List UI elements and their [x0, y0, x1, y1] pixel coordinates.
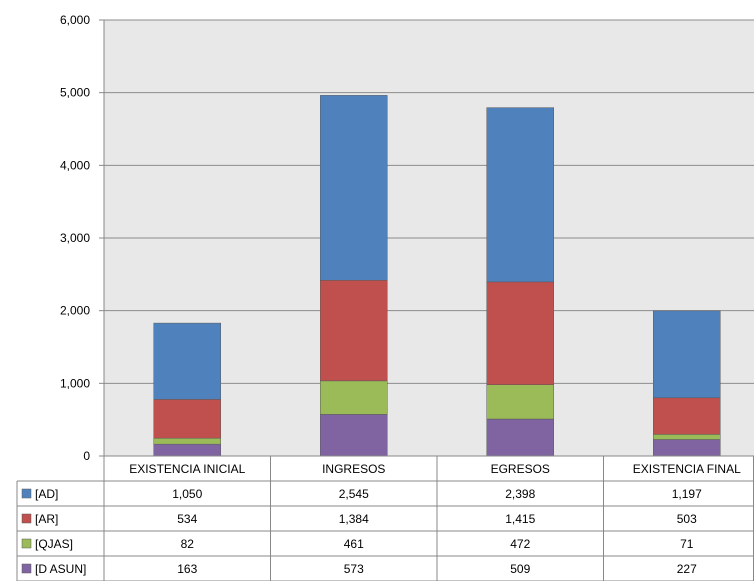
- y-tick-label: 1,000: [60, 376, 90, 390]
- data-label: 509: [510, 562, 530, 576]
- bar-segment: [653, 310, 721, 399]
- bar-segment: [320, 95, 388, 281]
- bar-segment: [153, 399, 221, 439]
- legend-key: [21, 513, 32, 524]
- bar-segment: [486, 418, 554, 457]
- data-label: 82: [181, 537, 195, 551]
- data-label: 472: [510, 537, 530, 551]
- data-label: 503: [677, 512, 697, 526]
- x-tick-label: INGRESOS: [322, 462, 385, 476]
- x-tick-label: EXISTENCIA FINAL: [633, 462, 741, 476]
- legend-label: [AD]: [35, 487, 58, 501]
- y-tick-label: 2,000: [60, 304, 90, 318]
- bar-segment: [486, 384, 554, 420]
- data-label: 534: [177, 512, 197, 526]
- y-tick-label: 0: [83, 449, 90, 463]
- y-axis: 0 1,000 2,000 3,000 4,000 5,000 6,000: [60, 13, 105, 463]
- data-table: EXISTENCIA INICIAL INGRESOS EGRESOS EXISTEN…: [16, 455, 754, 581]
- bar-segment: [153, 437, 221, 445]
- bar-segment: [153, 322, 221, 400]
- data-label: 573: [344, 562, 364, 576]
- data-label: 227: [677, 562, 697, 576]
- bar-segment: [320, 380, 388, 415]
- data-label: 1,415: [505, 512, 535, 526]
- legend-key: [21, 563, 32, 574]
- y-tick-label: 3,000: [60, 231, 90, 245]
- x-tick-label: EGRESOS: [491, 462, 550, 476]
- x-tick-label: EXISTENCIA INICIAL: [129, 462, 245, 476]
- bar-segment: [320, 280, 388, 382]
- data-label: 2,545: [339, 487, 369, 501]
- legend-label: [D ASUN]: [35, 562, 86, 576]
- legend-key: [21, 538, 32, 549]
- data-label: 461: [344, 537, 364, 551]
- bar-segment: [320, 414, 388, 457]
- bar-segment: [153, 443, 221, 457]
- legend-label: [QJAS]: [35, 537, 73, 551]
- bars: [153, 95, 721, 457]
- bar-segment: [486, 107, 554, 283]
- data-label: 1,197: [672, 487, 702, 501]
- data-label: 71: [680, 537, 694, 551]
- data-label: 163: [177, 562, 197, 576]
- bar-segment: [653, 434, 721, 440]
- y-tick-label: 5,000: [60, 86, 90, 100]
- legend-key: [21, 488, 32, 499]
- bar-segment: [653, 397, 721, 435]
- y-tick-label: 4,000: [60, 158, 90, 172]
- legend-label: [AR]: [35, 512, 58, 526]
- data-label: 1,050: [172, 487, 202, 501]
- y-tick-label: 6,000: [60, 13, 90, 27]
- bar-segment: [653, 439, 721, 457]
- bar-segment: [486, 281, 554, 385]
- data-label: 1,384: [339, 512, 369, 526]
- data-label: 2,398: [505, 487, 535, 501]
